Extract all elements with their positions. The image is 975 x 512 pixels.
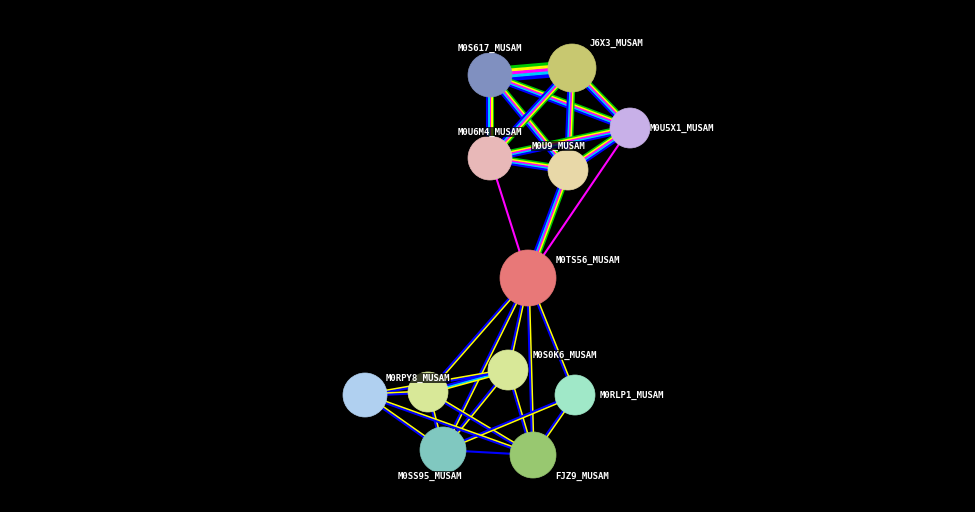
Circle shape <box>468 53 512 97</box>
Circle shape <box>548 44 596 92</box>
Text: M0S617_MUSAM: M0S617_MUSAM <box>457 44 523 53</box>
Text: M0TS56_MUSAM: M0TS56_MUSAM <box>556 255 620 265</box>
Circle shape <box>468 136 512 180</box>
Text: FJZ9_MUSAM: FJZ9_MUSAM <box>555 472 608 481</box>
Text: M0U5X1_MUSAM: M0U5X1_MUSAM <box>650 123 715 133</box>
Circle shape <box>343 373 387 417</box>
Circle shape <box>510 432 556 478</box>
Text: M0RLP1_MUSAM: M0RLP1_MUSAM <box>600 391 665 399</box>
Circle shape <box>500 250 556 306</box>
Circle shape <box>408 372 448 412</box>
Circle shape <box>548 150 588 190</box>
Text: J6X3_MUSAM: J6X3_MUSAM <box>590 38 644 48</box>
Circle shape <box>488 350 528 390</box>
Circle shape <box>420 427 466 473</box>
Text: M0S0K6_MUSAM: M0S0K6_MUSAM <box>533 350 598 359</box>
Text: M0U9_MUSAM: M0U9_MUSAM <box>531 141 585 151</box>
Text: M0SS95_MUSAM: M0SS95_MUSAM <box>398 472 462 481</box>
Text: M0RPY8_MUSAM: M0RPY8_MUSAM <box>386 373 450 382</box>
Circle shape <box>555 375 595 415</box>
Circle shape <box>610 108 650 148</box>
Text: M0U6M4_MUSAM: M0U6M4_MUSAM <box>457 127 523 137</box>
